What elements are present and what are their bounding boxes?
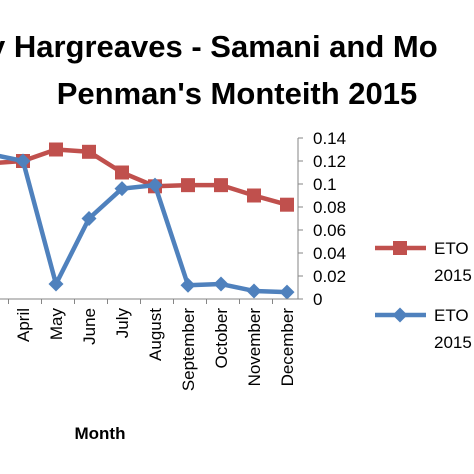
x-axis-title: Month (75, 424, 126, 443)
data-point (115, 165, 129, 180)
x-tick-label-november: November (245, 308, 264, 387)
data-point (180, 277, 196, 293)
data-point (247, 188, 261, 203)
x-tick-label-june: June (80, 308, 99, 345)
data-point (15, 153, 31, 169)
data-point (81, 211, 97, 226)
series-red-squares (0, 142, 294, 212)
data-point (279, 284, 295, 300)
data-point (246, 283, 262, 299)
data-point (280, 197, 294, 212)
x-tick-label-december: December (278, 308, 297, 387)
legend-label: ETO b (434, 306, 474, 325)
x-tick-label-october: October (212, 308, 231, 369)
data-point (181, 178, 195, 193)
data-point (213, 276, 229, 292)
y-tick-label: 0.1 (313, 175, 337, 194)
legend: ETO b 2015 ETO b 2015 (375, 239, 474, 352)
x-tick-label-april: April (14, 308, 33, 342)
legend-label: 2015 (434, 266, 472, 285)
legend-label: 2015 (434, 333, 472, 352)
data-point (48, 276, 64, 292)
chart-title-line-2: Penman's Monteith 2015 (57, 76, 418, 111)
x-axis: April May June July August September October No… (0, 298, 298, 391)
x-tick-label-august: August (146, 308, 165, 361)
y-tick-label: 0.14 (313, 129, 346, 148)
x-tick-label-july: July (113, 308, 132, 339)
y-tick-label: 0.04 (313, 244, 346, 263)
chart-title-line-1: y Hargreaves - Samani and Mo (0, 29, 438, 64)
data-point (82, 144, 96, 159)
y-tick-label: 0.02 (313, 267, 346, 286)
legend-marker (393, 241, 407, 255)
series-line (0, 147, 288, 207)
y-tick-label: 0.06 (313, 221, 346, 240)
data-point (49, 142, 63, 157)
x-tick-label-may: May (47, 308, 66, 341)
plot-area (0, 142, 295, 300)
series-blue-diamonds (0, 153, 295, 300)
y-tick-label: 0 (313, 290, 322, 309)
legend-label: ETO b (434, 239, 474, 258)
legend-entry-2: ETO b 2015 (375, 306, 474, 352)
data-point (147, 177, 163, 193)
legend-marker (392, 307, 408, 323)
y-tick-label: 0.08 (313, 198, 346, 217)
x-tick-label-september: September (179, 308, 198, 391)
data-point (214, 178, 228, 193)
data-point (114, 181, 130, 197)
series-line (0, 153, 288, 295)
y-tick-label: 0.12 (313, 152, 346, 171)
y-axis: 0 0.02 0.04 0.06 0.08 0.1 0.12 0.14 (297, 129, 346, 309)
legend-entry-1: ETO b 2015 (375, 239, 474, 285)
